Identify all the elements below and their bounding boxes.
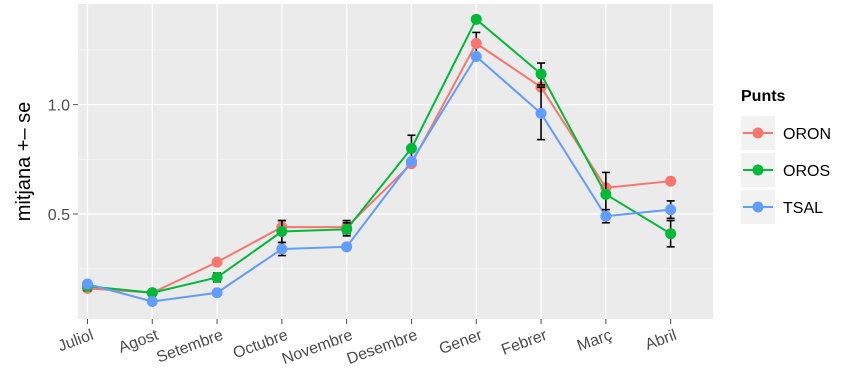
data-point	[341, 223, 353, 235]
y-tick-label: 0.5	[48, 207, 70, 224]
x-tick-label: Novembre	[280, 327, 355, 368]
legend-title: Punts	[741, 88, 786, 105]
series-oros	[81, 13, 677, 299]
data-point	[600, 188, 612, 200]
legend-label: TSAL	[783, 200, 823, 217]
legend-key-marker	[752, 164, 764, 176]
data-point	[535, 68, 547, 80]
data-point	[341, 241, 353, 253]
data-point	[470, 51, 482, 62]
x-tick-label: Desembre	[345, 327, 420, 368]
x-tick-label: Gener	[437, 327, 485, 358]
data-point	[665, 228, 677, 240]
legend-item-oron: ORON	[741, 116, 831, 150]
legend-label: OROS	[783, 163, 830, 180]
legend-label: ORON	[783, 126, 831, 143]
data-point	[665, 204, 677, 216]
data-point	[665, 175, 677, 187]
data-point	[146, 287, 158, 299]
data-point	[600, 210, 612, 222]
plot-panel	[78, 4, 713, 319]
data-point	[146, 296, 158, 307]
data-point	[276, 226, 288, 237]
data-point	[470, 13, 482, 25]
minor-gridlines	[78, 49, 713, 270]
legend-key-marker	[752, 127, 764, 139]
series-line	[87, 17, 672, 294]
y-axis: 0.5 1.0	[48, 98, 78, 224]
series-layer	[81, 13, 677, 307]
series-tsal	[81, 51, 677, 307]
data-point	[211, 271, 223, 283]
y-axis-title: mitjana +– se	[13, 102, 35, 222]
x-tick-label: Febrer	[499, 327, 550, 359]
legend-item-oros: OROS	[741, 153, 830, 187]
data-point	[470, 37, 482, 49]
legend-item-tsal: TSAL	[741, 190, 823, 224]
data-point	[211, 287, 223, 299]
legend-key-marker	[752, 201, 764, 213]
legend-items: ORON OROS TSAL	[741, 116, 831, 224]
series-line	[87, 41, 671, 294]
data-point	[535, 107, 547, 119]
data-point	[405, 142, 417, 154]
data-point	[211, 256, 223, 268]
data-point	[276, 243, 288, 255]
x-tick-label: Juliol	[56, 327, 96, 355]
data-point	[81, 278, 93, 290]
series-line	[87, 54, 671, 303]
y-tick-label: 1.0	[48, 98, 70, 115]
x-tick-label: Setembre	[154, 327, 225, 367]
legend: Punts ORON OROS TSAL	[731, 88, 846, 238]
data-point	[405, 156, 417, 167]
x-tick-label: Març	[575, 327, 614, 355]
x-tick-label: Abril	[643, 327, 679, 354]
